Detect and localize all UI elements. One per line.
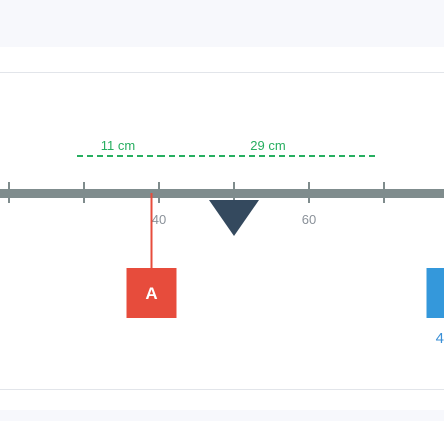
weight-a[interactable]: A [126,193,177,318]
fulcrum-triangle[interactable] [209,200,259,236]
lever-beam[interactable] [0,189,444,198]
right-distance-label: 29 cm [250,138,285,153]
simulation-panel [0,72,444,390]
weight-block[interactable] [426,268,444,318]
weight-b[interactable]: B40 N [426,193,444,347]
header-band [0,0,444,47]
weight-block[interactable] [126,268,177,318]
tick-label: 60 [302,212,316,227]
left-distance-label: 11 cm [101,138,135,153]
weight-label: A [145,284,157,303]
footer-band [0,410,444,421]
scale-ticks: 406080 [8,182,385,227]
force-label: 40 N [436,330,444,347]
weights-layer[interactable]: A B40 N [126,193,444,347]
distance-indicators: 11 cm 29 cm [77,138,377,157]
tick-label: 40 [152,212,166,227]
